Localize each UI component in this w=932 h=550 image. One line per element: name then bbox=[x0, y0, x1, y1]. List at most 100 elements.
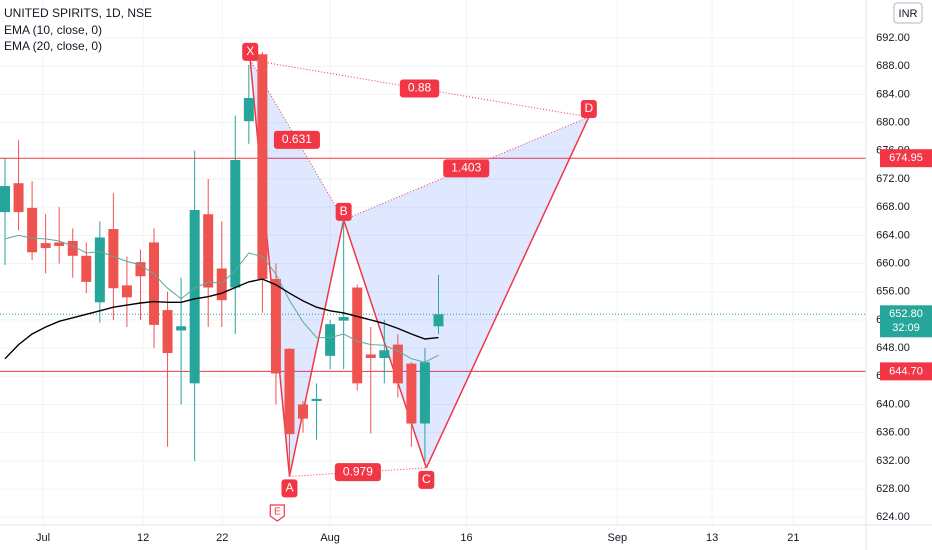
candle-body bbox=[27, 207, 38, 253]
price-label: 644.70 bbox=[889, 365, 923, 377]
pattern-point-label-box bbox=[335, 202, 352, 221]
ratio-label: 0.631 bbox=[282, 132, 312, 146]
candle-body bbox=[67, 241, 78, 256]
currency-box[interactable] bbox=[893, 2, 923, 24]
last-price-label: 652.80 bbox=[889, 308, 923, 320]
candle-body bbox=[108, 229, 119, 289]
candle-body bbox=[311, 398, 322, 401]
candle-body bbox=[298, 404, 309, 419]
currency-label[interactable]: INR bbox=[899, 8, 918, 20]
pattern-leg bbox=[425, 116, 590, 469]
candle-body bbox=[0, 186, 11, 213]
ratio-label-box bbox=[399, 79, 440, 98]
candle-body bbox=[216, 268, 227, 301]
ratio-line bbox=[289, 467, 427, 477]
candle-body bbox=[406, 363, 417, 424]
x-tick-label: 22 bbox=[216, 532, 228, 544]
candle-body bbox=[189, 210, 200, 384]
y-tick-label: 636.00 bbox=[876, 427, 910, 439]
candle-body bbox=[433, 314, 444, 327]
x-tick-label: Aug bbox=[320, 532, 340, 544]
last-price-box bbox=[880, 305, 932, 338]
pattern-point-label-box bbox=[281, 479, 298, 498]
candle-body bbox=[379, 350, 390, 358]
candle-body bbox=[162, 310, 173, 354]
pattern-point-label: B bbox=[340, 204, 348, 218]
pattern-leg bbox=[249, 59, 291, 477]
price-label-box bbox=[880, 149, 932, 168]
y-tick-label: 672.00 bbox=[876, 173, 910, 185]
y-tick-label: 680.00 bbox=[876, 117, 910, 129]
candle-body bbox=[94, 237, 105, 303]
y-tick-label: 648.00 bbox=[876, 342, 910, 354]
countdown-label: 32:09 bbox=[892, 322, 920, 334]
pattern-point-label: D bbox=[585, 101, 594, 115]
candle-body bbox=[176, 326, 187, 331]
ema-line bbox=[4, 278, 439, 360]
pattern-point-label: A bbox=[285, 481, 293, 495]
x-tick-label: Jul bbox=[36, 532, 50, 544]
x-tick-label: 13 bbox=[706, 532, 718, 544]
candle-body bbox=[81, 255, 92, 282]
ratio-label-box bbox=[273, 130, 320, 149]
candle-body bbox=[135, 262, 146, 277]
y-tick-label: 688.00 bbox=[876, 60, 910, 72]
ratio-label-box bbox=[334, 463, 381, 482]
ratio-label: 0.979 bbox=[343, 464, 373, 478]
candle-body bbox=[325, 324, 336, 356]
ratio-label: 1.403 bbox=[451, 161, 481, 175]
price-label-box bbox=[880, 362, 932, 381]
pattern-fill bbox=[343, 116, 589, 468]
legend-entry: EMA (20, close, 0) bbox=[4, 39, 102, 53]
ratio-label: 0.88 bbox=[408, 81, 432, 95]
pattern-point-label-box bbox=[242, 42, 259, 61]
legend-title: UNITED SPIRITS, 1D, NSE bbox=[4, 6, 152, 20]
candle-body bbox=[203, 214, 214, 288]
pattern-point-label: X bbox=[246, 44, 254, 58]
candle-body bbox=[365, 354, 376, 358]
x-tick-label: 21 bbox=[787, 532, 799, 544]
currency-button[interactable]: INR bbox=[893, 2, 923, 24]
y-tick-label: 640.00 bbox=[876, 398, 910, 410]
pattern-leg bbox=[288, 219, 345, 477]
event-label: E bbox=[274, 507, 281, 518]
candle-body bbox=[40, 243, 51, 249]
y-tick-label: 668.00 bbox=[876, 201, 910, 213]
candle-body bbox=[392, 344, 403, 384]
y-tick-label: 692.00 bbox=[876, 32, 910, 44]
y-tick-label: 628.00 bbox=[876, 483, 910, 495]
y-tick-label: 656.00 bbox=[876, 286, 910, 298]
candle-body bbox=[243, 97, 254, 122]
y-tick-label: 660.00 bbox=[876, 257, 910, 269]
candle-body bbox=[257, 54, 268, 280]
candle-body bbox=[270, 279, 281, 374]
pattern-fill bbox=[250, 59, 344, 477]
pattern-point-label-box bbox=[580, 99, 597, 118]
x-tick-label: 12 bbox=[137, 532, 149, 544]
y-tick-label: 664.00 bbox=[876, 229, 910, 241]
candle-body bbox=[284, 348, 295, 435]
x-tick-label: Sep bbox=[608, 532, 628, 544]
candle-body bbox=[54, 242, 65, 246]
ema-line bbox=[4, 234, 439, 363]
pattern-point-label: C bbox=[422, 472, 431, 486]
ratio-label-box bbox=[443, 159, 490, 178]
y-tick-label: 632.00 bbox=[876, 455, 910, 467]
candle-body bbox=[419, 362, 430, 424]
y-tick-label: 624.00 bbox=[876, 511, 910, 523]
pattern-leg bbox=[342, 219, 428, 469]
price-label: 674.95 bbox=[889, 152, 923, 164]
candle-body bbox=[230, 159, 241, 288]
legend: UNITED SPIRITS, 1D, NSE EMA (10, close, … bbox=[4, 6, 152, 53]
candle-body bbox=[121, 285, 132, 298]
plot-area bbox=[0, 52, 866, 477]
x-tick-label: 16 bbox=[460, 532, 472, 544]
grid bbox=[0, 0, 866, 525]
overlay: 674.95 644.70 652.80 32:09 X A B C D 0.631 0.979 1.… bbox=[242, 42, 932, 522]
candle-body bbox=[352, 287, 363, 384]
candle-body bbox=[13, 183, 24, 213]
pattern-point-label-box bbox=[418, 470, 435, 489]
candle-body bbox=[149, 242, 160, 325]
